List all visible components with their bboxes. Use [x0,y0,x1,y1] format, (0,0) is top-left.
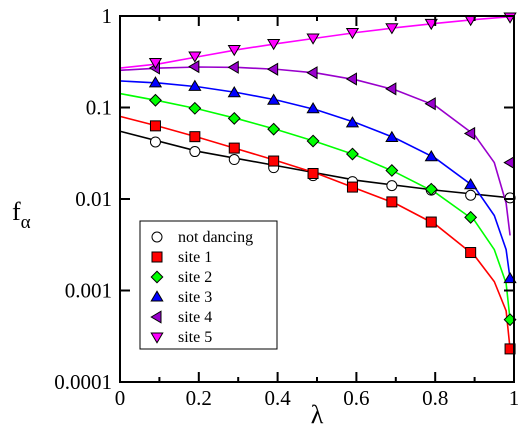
data-point-s5-0 [148,58,163,70]
legend-marker-3 [150,290,164,302]
series-line-5 [119,15,515,69]
legend: not dancing site 1 site 2 site 3 site 4 site … [139,220,278,350]
y-tick-label-3: 0.001 [65,279,112,303]
data-point-s3-9 [503,271,517,284]
data-point-s1-2 [228,142,240,154]
legend-label-0: not dancing [178,229,253,246]
y-axis-label-subscript: α [21,212,31,233]
data-point-s3-4 [306,101,320,114]
data-point-s3-6 [385,130,399,143]
data-point-s2-6 [385,164,399,177]
data-point-s3-3 [267,93,281,105]
y-axis-label: fα [12,197,31,233]
legend-label-5: site 5 [178,329,212,346]
data-point-s4-5 [345,72,357,86]
data-point-s0-8 [465,189,477,201]
legend-items: not dancing site 1 site 2 site 3 site 4 site … [150,229,253,346]
data-point-s5-5 [345,28,360,40]
legend-label-4: site 4 [178,309,212,326]
data-point-s2-5 [346,147,359,161]
x-tick-label-0: 0 [115,386,126,410]
data-point-s3-8 [464,178,478,190]
legend-marker-1 [151,251,163,263]
data-point-s1-6 [386,196,398,208]
x-tick-label-1: 0.2 [186,386,212,410]
data-point-s4-8 [463,126,476,141]
data-point-s2-4 [306,134,320,148]
legend-label-3: site 3 [178,289,212,306]
x-tick-label-3: 0.6 [343,386,369,410]
data-point-s1-4 [307,167,319,179]
data-point-s4-3 [266,62,279,76]
data-point-s5-1 [188,51,202,63]
y-tick-label-4: 0.0001 [54,370,112,394]
data-point-s2-3 [267,122,281,136]
data-point-s5-3 [267,39,281,51]
data-point-s2-2 [227,111,241,125]
x-tick-label-4: 0.8 [422,386,448,410]
data-point-s1-3 [268,155,280,167]
data-point-s1-8 [465,247,477,259]
data-point-s0-9 [504,192,516,204]
data-point-s3-1 [188,79,202,91]
legend-label-2: site 2 [178,269,212,286]
data-point-s5-6 [385,23,399,35]
axes: 0 0.2 0.4 0.6 0.8 1 1 0.1 0.01 0.001 0.0001 [54,4,519,410]
data-point-s4-2 [227,60,239,74]
legend-marker-4 [150,310,162,324]
data-point-s1-5 [346,181,358,193]
data-point-s1-7 [425,216,437,228]
legend-marker-0 [151,231,163,243]
data-point-s3-7 [424,149,438,162]
data-point-s1-1 [189,131,201,143]
data-point-s2-0 [149,93,162,107]
y-tick-label-1: 0.1 [86,96,112,120]
data-point-s0-0 [149,136,161,148]
data-point-s3-0 [148,76,163,88]
y-tick-label-0: 1 [102,4,113,28]
data-point-s0-2 [228,154,240,166]
data-point-s3-2 [227,86,241,98]
data-point-s4-1 [188,59,200,74]
data-point-s1-9 [504,343,516,355]
data-point-s1-0 [149,120,161,132]
legend-label-1: site 1 [178,249,212,266]
data-point-s4-7 [424,97,436,111]
legend-marker-2 [150,270,164,284]
data-point-s2-1 [188,101,202,115]
data-point-s2-8 [464,210,478,224]
y-axis-label-main: f [12,197,21,226]
data-point-s4-4 [306,66,318,80]
data-point-s5-4 [306,33,320,45]
data-point-s3-5 [345,116,360,128]
x-tick-label-5: 1 [509,386,519,410]
x-tick-label-2: 0.4 [264,386,291,410]
data-point-s5-2 [227,45,241,57]
data-point-s0-1 [189,146,201,158]
data-point-s4-9 [503,155,515,170]
data-point-s0-6 [386,180,398,192]
data-point-s5-7 [424,18,438,31]
series-line-4 [119,66,511,236]
legend-box [139,220,278,350]
x-axis-label: λ [311,400,324,429]
data-point-s4-6 [385,82,397,96]
y-tick-label-2: 0.01 [75,187,112,211]
data-point-s2-7 [424,182,438,196]
legend-marker-5 [150,332,164,344]
